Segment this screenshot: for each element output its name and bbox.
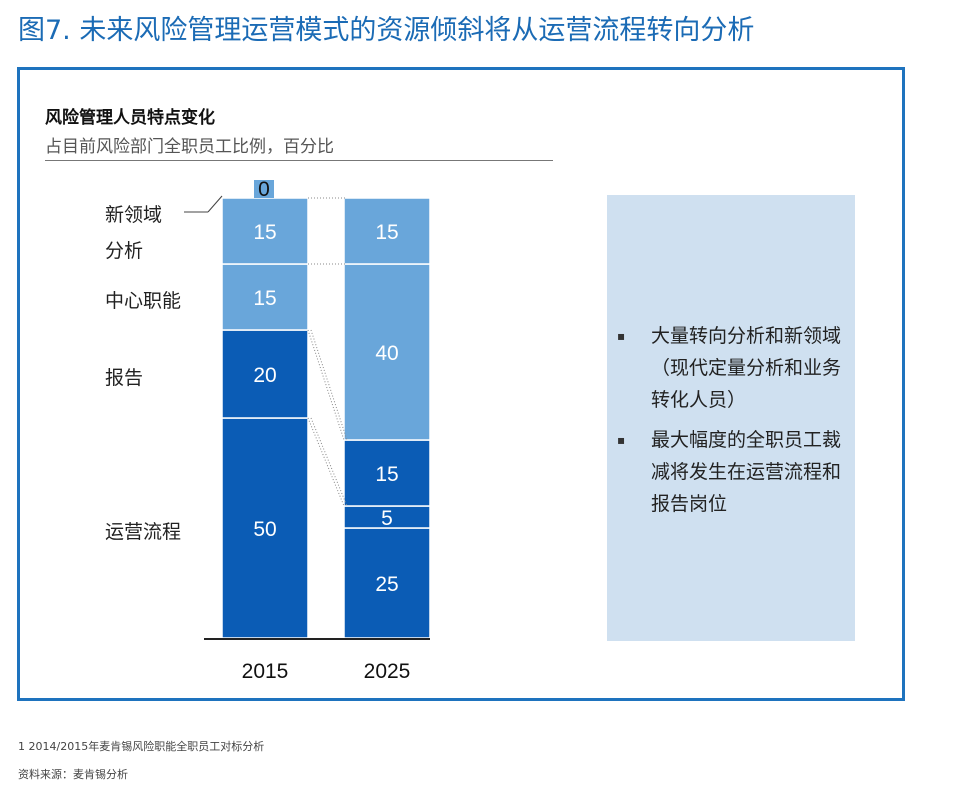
category-label-analysis: 分析 <box>105 240 144 262</box>
bar-segment <box>221 329 309 419</box>
segment-value-label: 5 <box>381 507 393 530</box>
connector-line <box>310 329 348 441</box>
segment-value-label: 15 <box>375 463 398 486</box>
takeaway-list: ▪ 大量转向分析和新领域（现代定量分析和业务转化人员） ▪ 最大幅度的全职员工裁… <box>617 320 849 528</box>
takeaway-text: 最大幅度的全职员工裁减将发生在运营流程和报告岗位 <box>651 429 842 515</box>
key-takeaways-box: ▪ 大量转向分析和新领域（现代定量分析和业务转化人员） ▪ 最大幅度的全职员工裁… <box>607 195 855 641</box>
category-label-operations: 运营流程 <box>105 521 182 543</box>
takeaway-item: ▪ 最大幅度的全职员工裁减将发生在运营流程和报告岗位 <box>617 424 849 520</box>
bar-segment <box>221 417 309 639</box>
connector-line <box>307 417 345 507</box>
takeaway-item: ▪ 大量转向分析和新领域（现代定量分析和业务转化人员） <box>617 320 849 416</box>
connector-line <box>307 329 345 441</box>
footnote: 1 2014/2015年麦肯锡风险职能全职员工对标分析 <box>18 740 265 753</box>
panel-subtitle: 占目前风险部门全职员工比例，百分比 <box>45 137 334 157</box>
category-label-reporting: 报告 <box>105 367 144 389</box>
segment-value-label: 40 <box>375 342 398 365</box>
source-note: 资料来源：麦肯锡分析 <box>18 768 128 781</box>
chart-frame <box>17 67 905 701</box>
segment-value-label: 20 <box>253 364 276 387</box>
segment-value-label: 0 <box>258 178 270 201</box>
zero-value-marker <box>254 180 274 198</box>
segment-value-label: 15 <box>253 287 276 310</box>
segment-value-label: 25 <box>375 573 398 596</box>
title-divider <box>45 160 553 161</box>
bar-segment <box>221 263 309 331</box>
category-label-new-domain: 新领域 <box>105 204 163 226</box>
category-label-central-function: 中心职能 <box>105 290 182 312</box>
leader-line <box>207 195 223 213</box>
figure-title: 图7. 未来风险管理运营模式的资源倾斜将从运营流程转向分析 <box>18 15 755 46</box>
panel-title: 风险管理人员特点变化 <box>45 108 215 128</box>
bar-segment <box>221 197 309 265</box>
x-tick-label: 2015 <box>242 660 289 683</box>
square-bullet-icon: ▪ <box>617 433 626 447</box>
connector-line <box>310 417 348 507</box>
takeaway-text: 大量转向分析和新领域（现代定量分析和业务转化人员） <box>651 325 842 411</box>
x-tick-label: 2025 <box>364 660 411 683</box>
segment-value-label: 50 <box>253 518 276 541</box>
bar-segment <box>343 263 431 441</box>
square-bullet-icon: ▪ <box>617 329 626 343</box>
segment-value-label: 15 <box>375 221 398 244</box>
bar-segment <box>343 197 431 265</box>
segment-value-label: 15 <box>253 221 276 244</box>
